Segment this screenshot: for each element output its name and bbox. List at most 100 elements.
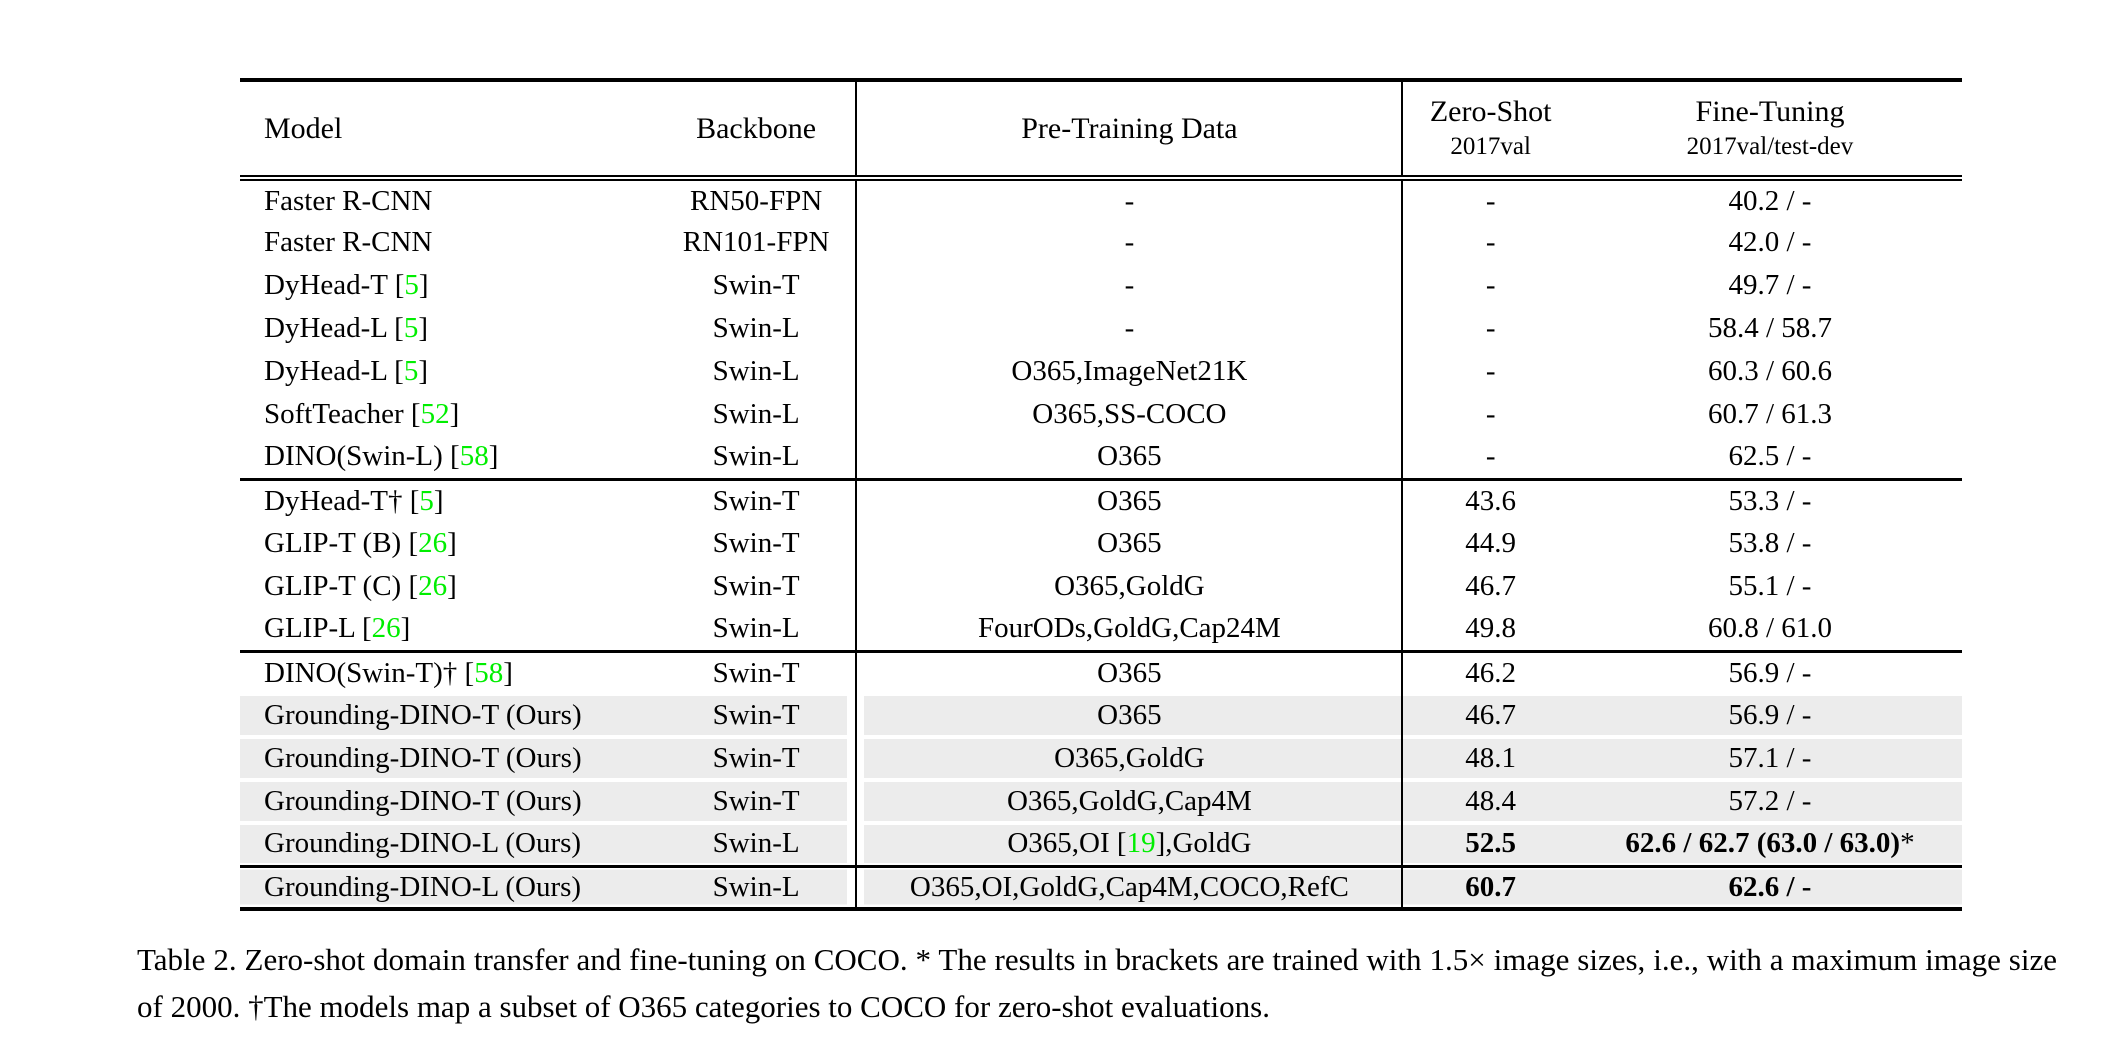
table-row: GLIP-T (C) [26] Swin-T O365,GoldG 46.7 55.1 … — [240, 565, 1962, 608]
cell-model: GLIP-L [26] — [264, 612, 411, 645]
cell-zero-shot: - — [1485, 440, 1496, 473]
cell-fine-tuning: 55.1 / - — [1578, 565, 1962, 608]
cell-pretrain: FourODs,GoldG,Cap24M — [856, 608, 1404, 651]
cell-zero-shot: - — [1485, 269, 1496, 301]
column-header-zero-shot: Zero-Shot 2017val — [1402, 80, 1578, 181]
cell-model: Grounding-DINO-T (Ours) — [240, 694, 657, 737]
cell-fine-tuning: 57.1 / - — [1577, 737, 1962, 780]
cell-backbone: Swin-T — [656, 737, 858, 780]
cell-backbone: RN50-FPN — [656, 178, 858, 221]
cell-model: GLIP-T (B) [26] — [264, 527, 457, 559]
zero-shot-title: Zero-Shot — [1429, 95, 1552, 128]
citation-link[interactable]: 58 — [474, 656, 504, 689]
cell-model: SoftTeacher [52] — [264, 398, 460, 430]
cell-model: Grounding-DINO-L (Ours) — [240, 823, 657, 866]
cell-fine-tuning: 49.7 / - — [1578, 264, 1962, 307]
citation-link[interactable]: 52 — [420, 398, 450, 430]
cell-fine-tuning: 53.3 / - — [1578, 479, 1962, 522]
cell-fine-tuning: 53.8 / - — [1578, 522, 1962, 565]
cell-pretrain: - — [856, 178, 1404, 221]
citation-link[interactable]: 26 — [371, 612, 401, 645]
fine-tuning-value: 55.1 / - — [1728, 570, 1812, 602]
cell-zero-shot: - — [1485, 398, 1496, 430]
cell-pretrain: - — [856, 307, 1404, 350]
citation-link[interactable]: 58 — [459, 440, 489, 473]
table-row: GLIP-L [26] Swin-L FourODs,GoldG,Cap24M 49.… — [240, 608, 1962, 651]
table-row: DINO(Swin-T)† [58] Swin-T O365 46.2 56.9 / - — [240, 651, 1962, 694]
cell-model: DyHead-T† [5] — [264, 484, 444, 517]
cell-backbone: Swin-T — [656, 479, 858, 522]
cell-zero-shot: 46.7 — [1402, 694, 1578, 737]
cell-zero-shot: 43.6 — [1465, 484, 1517, 517]
table-row: GLIP-T (B) [26] Swin-T O365 44.9 53.8 / - — [240, 522, 1962, 565]
cell-pretrain: O365 — [856, 436, 1404, 479]
column-header-backbone: Backbone — [656, 80, 858, 181]
cell-pretrain: O365,SS-COCO — [856, 393, 1404, 436]
table-row: Grounding-DINO-T (Ours) Swin-T O365,GoldG,… — [240, 780, 1962, 823]
table-row: Faster R-CNN RN101-FPN - -42.0 / - — [240, 221, 1962, 264]
cell-model: DyHead-L [5] — [264, 355, 429, 387]
cell-fine-tuning: 58.4 / 58.7 — [1578, 307, 1962, 350]
table-section-1: Faster R-CNN RN50-FPN - -40.2 / - Faster R-C… — [240, 178, 1962, 479]
citation-link[interactable]: 5 — [404, 269, 419, 301]
cell-backbone: Swin-T — [656, 522, 858, 565]
table-header: Model Backbone Pre-Training Data Zero-Sh… — [240, 80, 1962, 181]
cell-model: Faster R-CNN — [264, 226, 433, 258]
cell-backbone: Swin-T — [656, 565, 858, 608]
fine-tuning-value: 56.9 / - — [1728, 699, 1812, 731]
zero-shot-subtitle: 2017val — [1450, 133, 1531, 160]
fine-tuning-value: 56.9 / - — [1728, 656, 1812, 689]
cell-pretrain: O365 — [856, 694, 1404, 737]
header-row: Model Backbone Pre-Training Data Zero-Sh… — [240, 80, 1962, 181]
cell-model: Grounding-DINO-L (Ours) — [240, 866, 657, 909]
fine-tuning-title: Fine-Tuning — [1695, 95, 1845, 128]
results-table: Model Backbone Pre-Training Data Zero-Sh… — [240, 78, 1962, 911]
column-header-fine-tuning: Fine-Tuning 2017val/test-dev — [1577, 80, 1962, 181]
fine-tuning-value: 60.7 / 61.3 — [1707, 398, 1833, 430]
citation-link[interactable]: 5 — [403, 312, 419, 344]
cell-fine-tuning: 57.2 / - — [1577, 780, 1962, 823]
cell-pretrain: - — [856, 221, 1404, 264]
citation-link[interactable]: 26 — [418, 570, 448, 602]
table-section-4: Grounding-DINO-L (Ours) Swin-L O365,OI,Gol… — [240, 866, 1962, 909]
cell-model: DINO(Swin-T)† [58] — [264, 656, 513, 689]
cell-fine-tuning: 56.9 / - — [1578, 651, 1962, 694]
cell-model: Faster R-CNN — [264, 184, 433, 217]
fine-tuning-value: 42.0 / - — [1728, 226, 1812, 258]
table-row: DyHead-T [5] Swin-T - -49.7 / - — [240, 264, 1962, 307]
cell-backbone: Swin-L — [656, 608, 858, 651]
fine-tuning-value: 60.8 / 61.0 — [1707, 612, 1833, 645]
cell-pretrain: O365,OI,GoldG,Cap4M,COCO,RefC — [856, 866, 1404, 909]
cell-backbone: Swin-L — [656, 436, 858, 479]
cell-zero-shot: - — [1485, 226, 1496, 258]
fine-tuning-value: 53.8 / - — [1728, 527, 1812, 559]
citation-link[interactable]: 5 — [419, 484, 434, 517]
cell-backbone: Swin-L — [656, 823, 858, 866]
cell-pretrain: O365 — [856, 479, 1404, 522]
cell-zero-shot: 44.9 — [1465, 527, 1517, 559]
cell-model: Grounding-DINO-T (Ours) — [240, 737, 657, 780]
fine-tuning-value: 62.5 / - — [1728, 440, 1812, 473]
cell-fine-tuning: 56.9 / - — [1577, 694, 1962, 737]
cell-pretrain: O365,OI [19],GoldG — [856, 823, 1404, 866]
cell-pretrain: O365 — [856, 522, 1404, 565]
cell-zero-shot: - — [1485, 355, 1496, 387]
citation-link[interactable]: 26 — [418, 527, 448, 559]
cell-zero-shot: 48.4 — [1402, 780, 1578, 823]
cell-zero-shot: 49.8 — [1465, 612, 1517, 645]
cell-pretrain: - — [856, 264, 1404, 307]
table-caption: Table 2. Zero-shot domain transfer and f… — [137, 942, 2057, 1024]
cell-backbone: Swin-L — [656, 393, 858, 436]
cell-fine-tuning: 40.2 / - — [1578, 178, 1962, 221]
cell-fine-tuning: 60.3 / 60.6 — [1578, 350, 1962, 393]
fine-tuning-value: 49.7 / - — [1728, 269, 1812, 301]
cell-backbone: Swin-T — [656, 264, 858, 307]
cell-zero-shot: - — [1485, 184, 1496, 217]
table-row: DINO(Swin-L) [58] Swin-L O365 - 62.5 / - — [240, 436, 1962, 479]
citation-link[interactable]: 19 — [1126, 827, 1156, 860]
cell-zero-shot: 46.7 — [1465, 570, 1517, 602]
cell-backbone: RN101-FPN — [656, 221, 858, 264]
cell-backbone: Swin-T — [656, 694, 858, 737]
citation-link[interactable]: 5 — [403, 355, 419, 387]
fine-tuning-value: 58.4 / 58.7 — [1707, 312, 1833, 344]
